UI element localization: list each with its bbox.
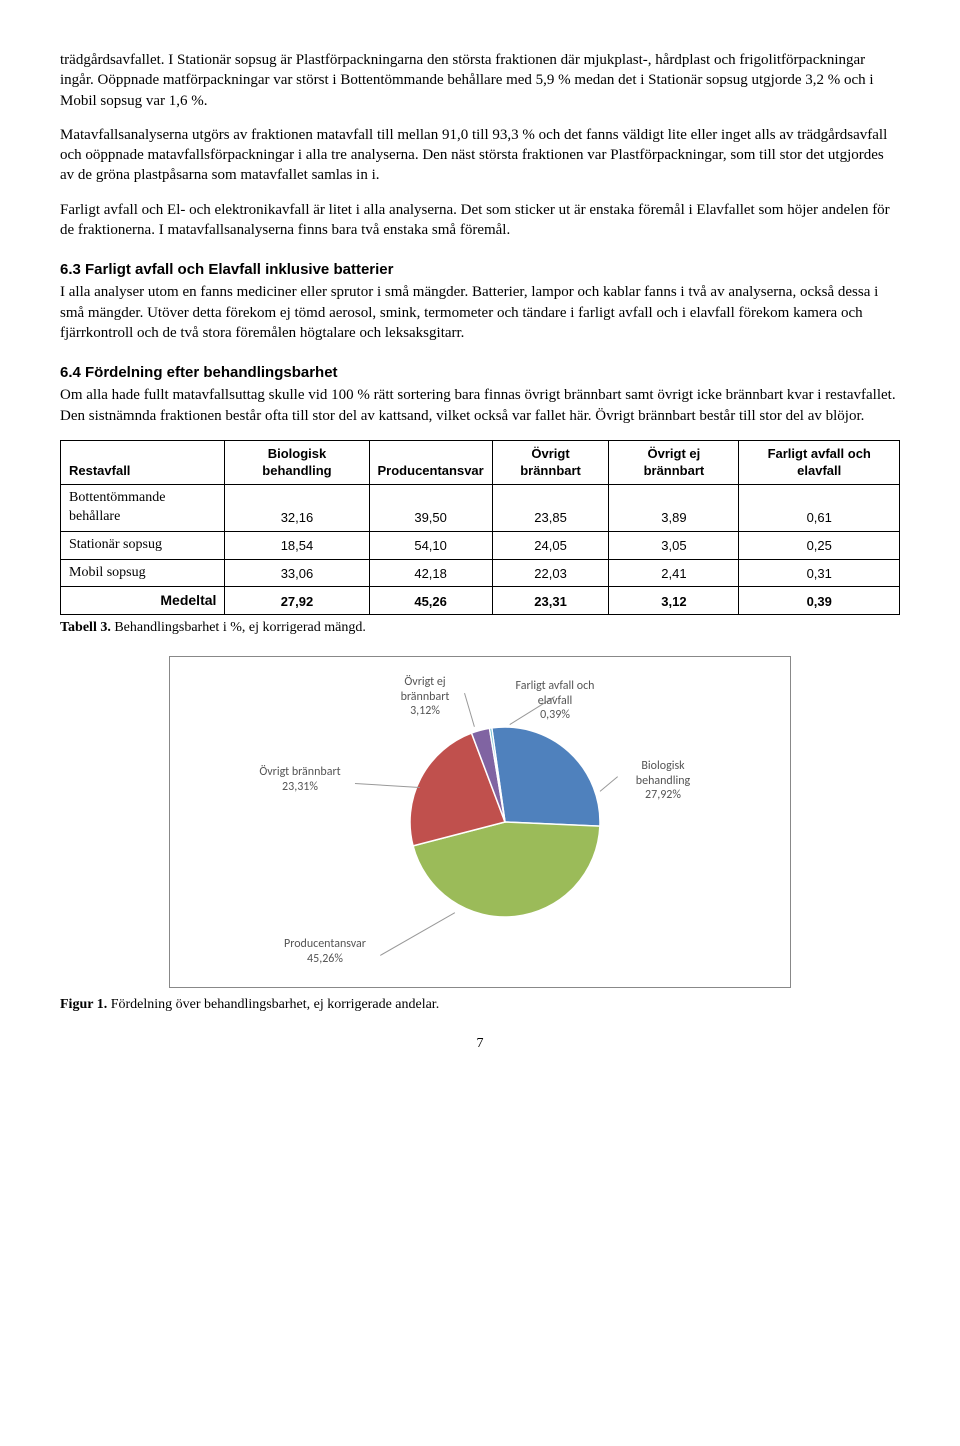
table-row: Bottentömmande behållare32,1639,5023,853… [61, 484, 900, 531]
col-ovrigt-ej: Övrigt ej brännbart [609, 440, 739, 484]
row-label: Medeltal [61, 587, 225, 615]
table-header-row: Restavfall Biologisk behandling Producen… [61, 440, 900, 484]
cell: 23,85 [492, 484, 609, 531]
paragraph-1: trädgårdsavfallet. I Stationär sopsug är… [60, 50, 900, 111]
pie-chart: Biologiskbehandling27,92% Producentansvar… [169, 656, 791, 988]
pie-label: Farligt avfall ochelavfall0,39% [500, 679, 610, 722]
table-caption: Tabell 3. Behandlingsbarhet i %, ej korr… [60, 619, 900, 638]
pie-label: Övrigt ejbrännbart3,12% [385, 675, 465, 718]
table-row: Stationär sopsug18,5454,1024,053,050,25 [61, 531, 900, 559]
cell: 0,25 [739, 531, 900, 559]
cell: 3,12 [609, 587, 739, 615]
paragraph-3: Farligt avfall och El- och elektronikavf… [60, 200, 900, 241]
cell: 32,16 [225, 484, 369, 531]
section-6-4-body: Om alla hade fullt matavfallsuttag skull… [60, 385, 900, 426]
table-caption-bold: Tabell 3. [60, 620, 111, 635]
cell: 33,06 [225, 559, 369, 587]
cell: 2,41 [609, 559, 739, 587]
cell: 0,39 [739, 587, 900, 615]
col-producent: Producentansvar [369, 440, 492, 484]
figure-caption: Figur 1. Fördelning över behandlingsbarh… [60, 996, 900, 1015]
table-row-medel: Medeltal27,9245,2623,313,120,39 [61, 587, 900, 615]
cell: 24,05 [492, 531, 609, 559]
cell: 39,50 [369, 484, 492, 531]
col-biologisk: Biologisk behandling [225, 440, 369, 484]
section-6-3-body: I alla analyser utom en fanns mediciner … [60, 282, 900, 343]
paragraph-2: Matavfallsanalyserna utgörs av fraktione… [60, 125, 900, 186]
table-row: Mobil sopsug33,0642,1822,032,410,31 [61, 559, 900, 587]
cell: 23,31 [492, 587, 609, 615]
row-label: Stationär sopsug [61, 531, 225, 559]
section-6-4-heading: 6.4 Fördelning efter behandlingsbarhet [60, 363, 900, 383]
pie-graphic [405, 722, 605, 922]
cell: 45,26 [369, 587, 492, 615]
section-6-3-heading: 6.3 Farligt avfall och Elavfall inklusiv… [60, 260, 900, 280]
cell: 0,61 [739, 484, 900, 531]
pie-label: Övrigt brännbart23,31% [245, 765, 355, 794]
cell: 42,18 [369, 559, 492, 587]
treatment-table: Restavfall Biologisk behandling Producen… [60, 440, 900, 616]
cell: 54,10 [369, 531, 492, 559]
figure-caption-bold: Figur 1. [60, 997, 107, 1012]
col-restavfall: Restavfall [61, 440, 225, 484]
page-number: 7 [60, 1035, 900, 1054]
col-ovrigt-br: Övrigt brännbart [492, 440, 609, 484]
table-caption-text: Behandlingsbarhet i %, ej korrigerad män… [111, 620, 366, 635]
row-label: Mobil sopsug [61, 559, 225, 587]
cell: 22,03 [492, 559, 609, 587]
cell: 27,92 [225, 587, 369, 615]
pie-slice [492, 727, 600, 826]
cell: 3,89 [609, 484, 739, 531]
col-farligt: Farligt avfall och elavfall [739, 440, 900, 484]
cell: 3,05 [609, 531, 739, 559]
cell: 18,54 [225, 531, 369, 559]
cell: 0,31 [739, 559, 900, 587]
pie-label: Biologiskbehandling27,92% [618, 759, 708, 802]
figure-caption-text: Fördelning över behandlingsbarhet, ej ko… [107, 997, 439, 1012]
row-label: Bottentömmande behållare [61, 484, 225, 531]
pie-label: Producentansvar45,26% [270, 937, 380, 966]
